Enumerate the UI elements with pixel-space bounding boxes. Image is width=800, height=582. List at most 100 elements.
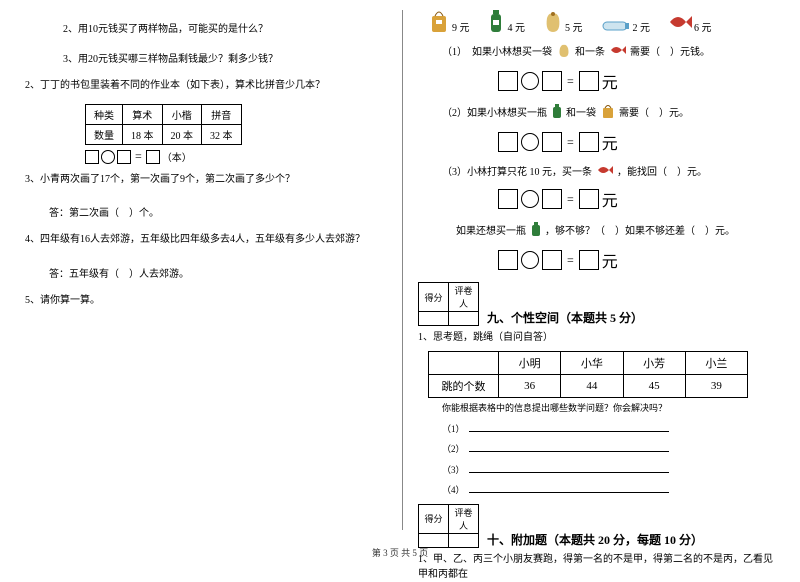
fill-line (469, 422, 669, 432)
fl-1: （1） (418, 422, 775, 437)
score-h2: 评卷人 (449, 283, 479, 312)
eq-r4: = 元 (498, 248, 775, 272)
eq-word: 元 (602, 187, 618, 211)
r-q1-c: 需要（ ）元钱。 (630, 47, 710, 58)
fish-icon (610, 44, 626, 61)
box-icon (146, 150, 160, 164)
table-workbooks: 种类 算术 小楷 拼音 数量 18 本 20 本 32 本 (85, 104, 242, 145)
td-qty: 数量 (86, 125, 123, 145)
r-q3-a: （3）小林打算只花 10 元，买一条 (442, 167, 592, 178)
score-blank (419, 533, 449, 547)
equals-icon: = (567, 192, 574, 207)
td-kai: 20 本 (162, 125, 202, 145)
equals-icon: = (567, 74, 574, 89)
fl-3: （3） (418, 463, 775, 478)
sack-icon (557, 42, 571, 63)
circle-icon (521, 251, 539, 269)
ans-left-3: 答：第二次画（ ）个。 (25, 206, 382, 222)
jr-r4: 39 (685, 375, 747, 398)
item-1: 9 元 (428, 8, 470, 34)
fish-icon (597, 164, 613, 181)
section-10-title: 十、附加题（本题共 20 分，每题 10 分） (487, 531, 703, 548)
box-icon (498, 132, 518, 152)
box-icon (498, 71, 518, 91)
box-icon (579, 189, 599, 209)
box-icon (542, 250, 562, 270)
r-q1: （1） 如果小林想买一袋 和一条 需要（ ）元钱。 (418, 42, 775, 63)
eq-r2: = 元 (498, 130, 775, 154)
fill-line (469, 442, 669, 452)
price-5: 6 元 (694, 19, 712, 34)
eq-unit: （本） (162, 149, 192, 164)
r-q2: （2）如果小林想买一瓶 和一袋 需要（ ）元。 (418, 103, 775, 124)
circle-icon (521, 72, 539, 90)
r-q2-b: 和一袋 (566, 108, 596, 119)
section-9-title: 九、个性空间（本题共 5 分） (487, 309, 643, 326)
box-icon (542, 71, 562, 91)
box-icon (498, 189, 518, 209)
fill-line (469, 463, 669, 473)
r-q2-c: 需要（ ）元。 (619, 108, 689, 119)
q-left-3: 3、用20元钱买哪三样物品剩钱最少？剩多少钱？ (25, 52, 382, 68)
lbl-1: （1） (442, 424, 465, 434)
th-kai: 小楷 (162, 105, 202, 125)
td-pinyin: 32 本 (202, 125, 242, 145)
box-icon (542, 132, 562, 152)
circle-icon (101, 150, 115, 164)
jr-c2: 小华 (561, 352, 623, 375)
th-kind: 种类 (86, 105, 123, 125)
th-math: 算术 (123, 105, 163, 125)
score-table: 得分 评卷人 (418, 504, 479, 548)
box-icon (579, 132, 599, 152)
fl-2: （2） (418, 442, 775, 457)
p-left-4: 4、四年级有16人去郊游，五年级比四年级多去4人，五年级有多少人去郊游？ (25, 232, 382, 247)
eq-r3: = 元 (498, 187, 775, 211)
tube-icon (601, 18, 631, 34)
sack-icon (543, 8, 563, 34)
eq-r1: = 元 (498, 69, 775, 93)
equals-icon: = (567, 135, 574, 150)
equals-icon: = (567, 253, 574, 268)
price-4: 2 元 (633, 19, 651, 34)
score-blank (419, 312, 449, 326)
page-footer: 第 3 页 共 5 页 (0, 546, 800, 559)
r-q3c: 如果还想买一瓶 ，够不够？（ ）如果不够还差（ ）元。 (418, 221, 775, 242)
r-q1-b: 和一条 (575, 47, 605, 58)
p9-1: 1、思考题，跳绳（自问自答） (418, 330, 775, 345)
bag-icon (428, 8, 450, 34)
lbl-4: （4） (442, 485, 465, 495)
box-icon (117, 150, 131, 164)
item-2: 4 元 (488, 8, 526, 34)
eq-word: 元 (602, 69, 618, 93)
box-icon (579, 71, 599, 91)
jr-r0: 跳的个数 (429, 375, 499, 398)
p9-q: 你能根据表格中的信息提出哪些数学问题？你会解决吗？ (418, 402, 775, 416)
r-q1-a: （1） 如果小林想买一袋 (442, 47, 552, 58)
p-left-5: 5、请你算一算。 (25, 293, 382, 308)
r-q3c-b: ，够不够？（ ）如果不够还差（ ）元。 (545, 226, 735, 237)
price-1: 9 元 (452, 19, 470, 34)
score-blank (449, 312, 479, 326)
box-icon (579, 250, 599, 270)
lbl-3: （3） (442, 465, 465, 475)
jr-r1: 36 (499, 375, 561, 398)
circle-icon (521, 190, 539, 208)
p-left-3: 3、小青两次画了17个，第一次画了9个，第二次画了多少个？ (25, 172, 382, 188)
eq-word: 元 (602, 130, 618, 154)
bottle-icon (488, 8, 506, 34)
lbl-2: （2） (442, 444, 465, 454)
score-h1: 得分 (419, 283, 449, 312)
jr-c3: 小芳 (623, 352, 685, 375)
r-q2-a: （2）如果小林想买一瓶 (442, 108, 547, 119)
r-q3-b: ，能找回（ ）元。 (617, 167, 707, 178)
price-2: 4 元 (508, 19, 526, 34)
eq-left-1: = （本） (85, 149, 382, 164)
score-row-9: 得分 评卷人 九、个性空间（本题共 5 分） (418, 282, 775, 326)
p-left-2: 2、丁丁的书包里装着不同的作业本（如下表），算术比拼音少几本？ (25, 78, 382, 94)
fl-4: （4） (418, 483, 775, 498)
fill-line (469, 483, 669, 493)
jr-c0 (429, 352, 499, 375)
bottle-icon (531, 221, 541, 242)
left-column: 2、用10元钱买了两样物品，可能买的是什么？ 3、用20元钱买哪三样物品剩钱最少… (0, 0, 402, 540)
right-column: 9 元 4 元 5 元 2 元 6 元 （1） 如果小林想买一袋 和一条 (403, 0, 800, 540)
